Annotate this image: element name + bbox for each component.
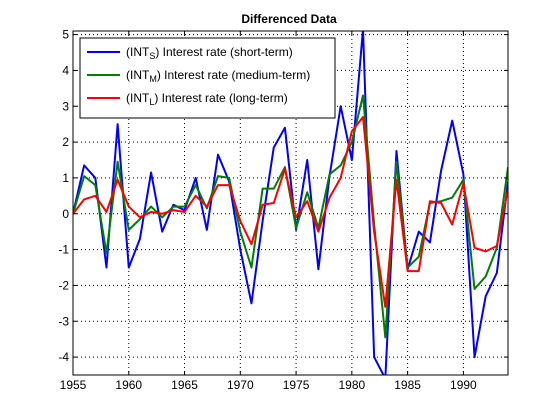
y-tick-label: -4 (58, 350, 69, 364)
y-tick-label: 2 (62, 135, 69, 149)
series-line-long-term (73, 116, 508, 308)
legend-label-long-term: (INTL) Interest rate (long-term) (126, 91, 288, 107)
x-tick-label: 1960 (115, 378, 142, 392)
legend: (INTS) Interest rate (short-term) (INTM) … (79, 37, 336, 119)
legend-box (79, 37, 336, 119)
y-tick-label: 1 (62, 171, 69, 185)
series-layer (73, 31, 508, 375)
x-tick-label: 1990 (450, 378, 477, 392)
y-tick-label: 3 (62, 99, 69, 113)
legend-label-medium-term: (INTM) Interest rate (medium-term) (126, 68, 310, 84)
x-tick-labels: 1955 1960 1965 1970 1975 1980 1985 1990 (60, 378, 477, 392)
y-tick-label: 0 (62, 207, 69, 221)
x-tick-label: 1965 (171, 378, 198, 392)
x-tick-label: 1980 (338, 378, 365, 392)
x-tick-label: 1985 (394, 378, 421, 392)
y-tick-label: 4 (62, 63, 69, 77)
legend-label-short-term: (INTS) Interest rate (short-term) (126, 45, 293, 61)
x-tick-label: 1970 (227, 378, 254, 392)
tick-marks (72, 31, 508, 375)
y-tick-label: -1 (58, 243, 69, 257)
x-tick-label: 1955 (60, 378, 87, 392)
axes-frame (72, 30, 509, 376)
y-tick-label: -2 (58, 278, 69, 292)
series-line-short-term (73, 31, 508, 375)
y-tick-label: -3 (58, 314, 69, 328)
y-tick-label: 5 (62, 28, 69, 42)
chart-title: Differenced Data (241, 12, 337, 26)
y-tick-labels: -4 -3 -2 -1 0 1 2 3 4 5 (58, 28, 69, 365)
x-tick-label: 1975 (283, 378, 310, 392)
